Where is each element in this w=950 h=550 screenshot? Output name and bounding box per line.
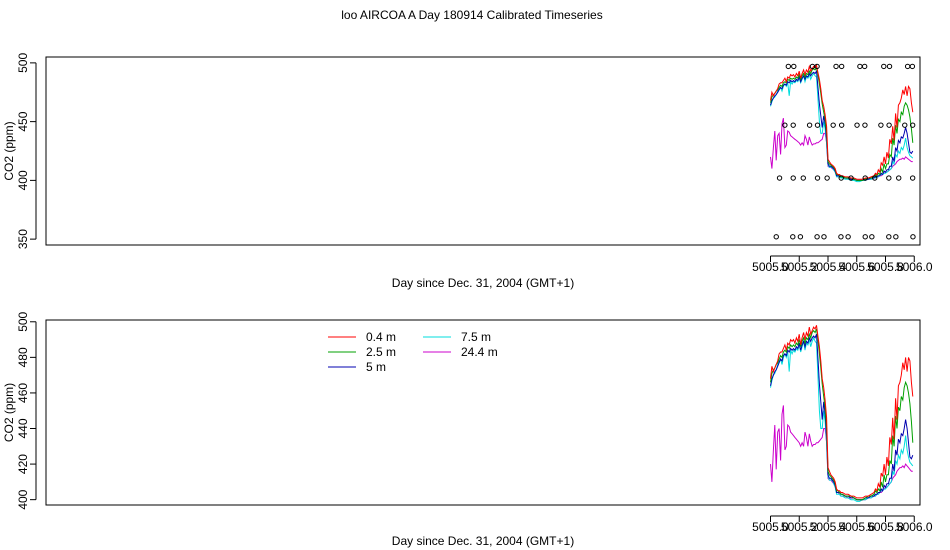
- marker-point: [862, 234, 868, 240]
- series-group: [770, 325, 914, 502]
- marker-point: [904, 63, 911, 70]
- marker-point: [797, 234, 804, 240]
- x-tick-label: 5005.4: [810, 520, 847, 534]
- marker-point: [790, 234, 796, 240]
- marker-point: [854, 122, 860, 128]
- x-tick-label: 5005.8: [867, 260, 904, 274]
- marker-point: [814, 63, 820, 70]
- x-tick-label: 5005.0: [752, 260, 789, 274]
- marker-point: [776, 175, 783, 181]
- marker-point: [814, 122, 821, 128]
- series-line-0-4-m: [770, 63, 914, 180]
- y-tick-label: 480: [16, 347, 30, 367]
- x-tick-label: 5005.4: [810, 260, 847, 274]
- marker-point: [782, 122, 788, 128]
- series-line-2-5-m: [770, 328, 914, 501]
- marker-point: [814, 234, 820, 240]
- x-axis-label: Day since Dec. 31, 2004 (GMT+1): [392, 534, 574, 548]
- marker-point: [886, 122, 892, 128]
- series-line-5-m: [770, 334, 914, 501]
- marker-point: [790, 122, 796, 128]
- x-tick-label: 5005.2: [781, 260, 818, 274]
- marker-point: [893, 234, 899, 240]
- marker-point: [845, 234, 851, 240]
- marker-point: [773, 234, 779, 240]
- marker-point: [790, 175, 796, 181]
- x-tick-label: 5005.6: [838, 260, 875, 274]
- marker-point: [838, 122, 845, 128]
- marker-point: [902, 122, 908, 128]
- x-tick-label: 5005.0: [752, 520, 789, 534]
- legend-label: 7.5 m: [461, 330, 491, 344]
- marker-point: [910, 234, 916, 240]
- legend-label: 5 m: [366, 360, 386, 374]
- y-tick-label: 450: [16, 111, 30, 131]
- marker-point: [881, 63, 887, 70]
- legend-label: 2.5 m: [366, 345, 396, 359]
- marker-point: [909, 63, 916, 70]
- marker-point: [830, 122, 836, 128]
- figure-title: loo AIRCOA A Day 180914 Calibrated Times…: [341, 8, 602, 22]
- x-axis-label: Day since Dec. 31, 2004 (GMT+1): [392, 276, 574, 290]
- y-tick-label: 400: [16, 489, 30, 509]
- marker-point: [886, 234, 892, 240]
- x-tick-label: 5005.8: [867, 520, 904, 534]
- marker-point: [821, 234, 827, 240]
- y-tick-label: 440: [16, 418, 30, 438]
- series-line-0-4-m: [770, 325, 914, 499]
- marker-point: [814, 175, 821, 181]
- marker-point: [857, 63, 863, 70]
- marker-point: [872, 175, 878, 181]
- marker-point: [800, 175, 806, 181]
- legend-label: 24.4 m: [461, 345, 498, 359]
- y-axis-label: CO2 (ppm): [2, 121, 16, 180]
- legend: 0.4 m2.5 m5 m 7.5 m24.4 m: [328, 330, 498, 374]
- x-tick-label: 5006.0: [896, 260, 933, 274]
- legend-label: 0.4 m: [366, 330, 396, 344]
- marker-point: [838, 63, 845, 70]
- y-tick-label: 500: [16, 53, 30, 73]
- marker-point: [909, 175, 916, 181]
- x-tick-label: 5006.0: [896, 520, 933, 534]
- marker-point: [862, 122, 868, 128]
- series-line-2-5-m: [770, 66, 914, 181]
- y-axis-label: CO2 (ppm): [2, 383, 16, 442]
- y-tick-label: 350: [16, 229, 30, 249]
- y-tick-label: 400: [16, 170, 30, 190]
- marker-point: [838, 234, 844, 240]
- marker-point: [861, 63, 868, 70]
- marker-point: [886, 175, 892, 181]
- marker-point: [806, 122, 813, 128]
- marker-point: [791, 63, 797, 70]
- marker-point: [824, 175, 830, 181]
- y-tick-label: 420: [16, 454, 30, 474]
- plot-frame: [45, 319, 921, 506]
- marker-point: [886, 63, 893, 70]
- x-tick-label: 5005.6: [838, 520, 875, 534]
- plot-frame: [45, 56, 921, 246]
- series-group: [770, 63, 914, 183]
- marker-point: [848, 175, 854, 181]
- x-tick-label: 5005.2: [781, 520, 818, 534]
- marker-point: [896, 175, 902, 181]
- marker-point: [785, 63, 792, 70]
- marker-point: [878, 122, 884, 128]
- marker-point: [909, 122, 916, 128]
- y-tick-label: 460: [16, 383, 30, 403]
- marker-point: [869, 234, 875, 240]
- marker-point: [862, 175, 868, 181]
- marker-point: [838, 175, 844, 181]
- series-line-5-m: [770, 69, 914, 181]
- y-tick-label: 500: [16, 311, 30, 331]
- marker-point: [833, 63, 839, 70]
